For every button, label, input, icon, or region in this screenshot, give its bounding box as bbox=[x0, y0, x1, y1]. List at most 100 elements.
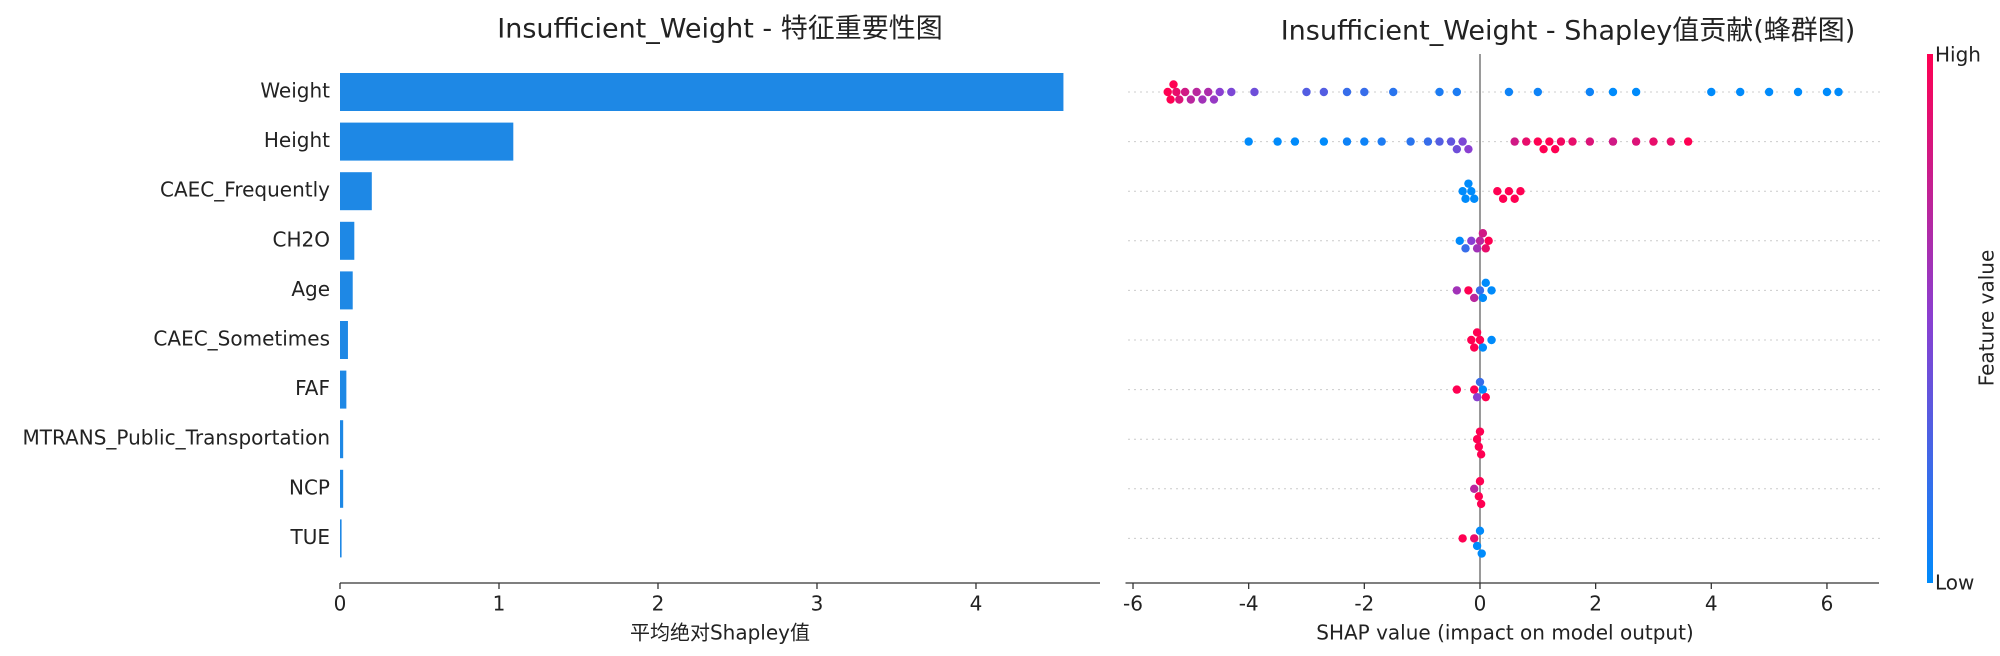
dot bbox=[1834, 87, 1843, 97]
dot bbox=[1707, 87, 1716, 97]
dot bbox=[1822, 87, 1832, 97]
dot bbox=[1568, 137, 1577, 146]
dot bbox=[1476, 450, 1486, 459]
dot bbox=[1487, 335, 1496, 345]
colorbar bbox=[1927, 54, 1933, 583]
dot bbox=[1487, 286, 1496, 295]
chart-title: Insufficient_Weight - 特征重要性图 bbox=[497, 14, 943, 45]
dot bbox=[1533, 87, 1543, 97]
dot bbox=[1475, 286, 1485, 295]
dot bbox=[1545, 137, 1554, 146]
dot bbox=[1476, 499, 1486, 509]
x-tick-label: 1 bbox=[493, 592, 506, 616]
y-tick-label: CH2O bbox=[273, 227, 330, 251]
dot bbox=[1227, 87, 1236, 97]
colorbar-high: High bbox=[1935, 43, 1981, 67]
y-tick-label: NCP bbox=[289, 475, 330, 499]
dot bbox=[1475, 236, 1485, 245]
dot bbox=[1163, 87, 1172, 97]
dot bbox=[1360, 87, 1369, 97]
dot bbox=[1458, 137, 1467, 146]
dot bbox=[1464, 286, 1473, 295]
dot bbox=[1342, 87, 1352, 97]
dot bbox=[1406, 137, 1415, 146]
dot bbox=[1452, 87, 1462, 97]
dot bbox=[1244, 137, 1253, 146]
dot bbox=[1504, 87, 1514, 97]
dot bbox=[1533, 137, 1543, 146]
dot bbox=[1452, 144, 1462, 154]
bar bbox=[340, 221, 355, 260]
dot bbox=[1198, 95, 1207, 104]
x-tick-label: 6 bbox=[1821, 592, 1834, 616]
dot bbox=[1477, 549, 1486, 558]
dot bbox=[1290, 137, 1300, 146]
dot bbox=[1166, 95, 1175, 104]
dot bbox=[1649, 137, 1658, 146]
dot bbox=[1377, 137, 1386, 146]
dot bbox=[1319, 87, 1329, 97]
dot bbox=[1467, 335, 1476, 345]
dot bbox=[1273, 137, 1282, 146]
dot bbox=[1470, 194, 1479, 203]
dot bbox=[1472, 244, 1482, 253]
dot bbox=[1478, 229, 1488, 238]
y-tick-label: FAF bbox=[295, 376, 330, 400]
dot bbox=[1736, 87, 1745, 97]
dot bbox=[1464, 144, 1473, 154]
dot bbox=[1470, 534, 1479, 543]
dot bbox=[1493, 187, 1502, 196]
dot bbox=[1475, 377, 1485, 387]
x-tick-label: 4 bbox=[1705, 592, 1718, 616]
x-tick-label: -6 bbox=[1123, 592, 1143, 616]
x-axis-label: SHAP value (impact on model output) bbox=[1316, 621, 1693, 645]
x-tick-label: -2 bbox=[1354, 592, 1374, 616]
dot bbox=[1458, 534, 1467, 543]
dot bbox=[1435, 137, 1444, 146]
dot bbox=[1475, 335, 1485, 345]
dot bbox=[1516, 187, 1525, 196]
dot bbox=[1683, 137, 1693, 146]
dot bbox=[1458, 187, 1467, 196]
dot bbox=[1631, 137, 1641, 146]
dot bbox=[1475, 427, 1485, 436]
dot bbox=[1472, 435, 1482, 444]
dot bbox=[1608, 137, 1618, 146]
dot bbox=[1522, 137, 1531, 146]
dot bbox=[1470, 385, 1479, 394]
dot bbox=[1472, 328, 1482, 337]
dot bbox=[1470, 293, 1479, 303]
dot bbox=[1481, 278, 1490, 288]
bar bbox=[340, 271, 353, 310]
dot bbox=[1215, 87, 1224, 97]
bar bbox=[340, 519, 342, 558]
x-tick-label: 2 bbox=[652, 592, 665, 616]
dot bbox=[1180, 87, 1190, 97]
dot bbox=[1585, 137, 1595, 146]
colorbar-label: Feature value bbox=[1975, 250, 1999, 387]
dot bbox=[1481, 392, 1490, 402]
dot bbox=[1478, 293, 1488, 303]
y-tick-label: Weight bbox=[260, 79, 330, 103]
x-tick-label: 0 bbox=[1474, 592, 1487, 616]
bar bbox=[340, 420, 344, 459]
dot bbox=[1461, 194, 1470, 203]
dot bbox=[1474, 442, 1484, 451]
dot bbox=[1478, 343, 1488, 352]
y-tick-label: MTRANS_Public_Transportation bbox=[23, 426, 331, 450]
dot bbox=[1461, 244, 1470, 253]
dot bbox=[1585, 87, 1595, 97]
colorbar-low: Low bbox=[1935, 571, 1974, 595]
bar bbox=[340, 172, 372, 211]
bar bbox=[340, 122, 514, 161]
dot bbox=[1474, 492, 1484, 501]
dot bbox=[1203, 87, 1213, 97]
dot bbox=[1435, 87, 1444, 97]
dot bbox=[1455, 236, 1464, 245]
dot bbox=[1209, 95, 1219, 104]
dot bbox=[1608, 87, 1618, 97]
x-tick-label: 3 bbox=[811, 592, 824, 616]
dot bbox=[1510, 137, 1519, 146]
